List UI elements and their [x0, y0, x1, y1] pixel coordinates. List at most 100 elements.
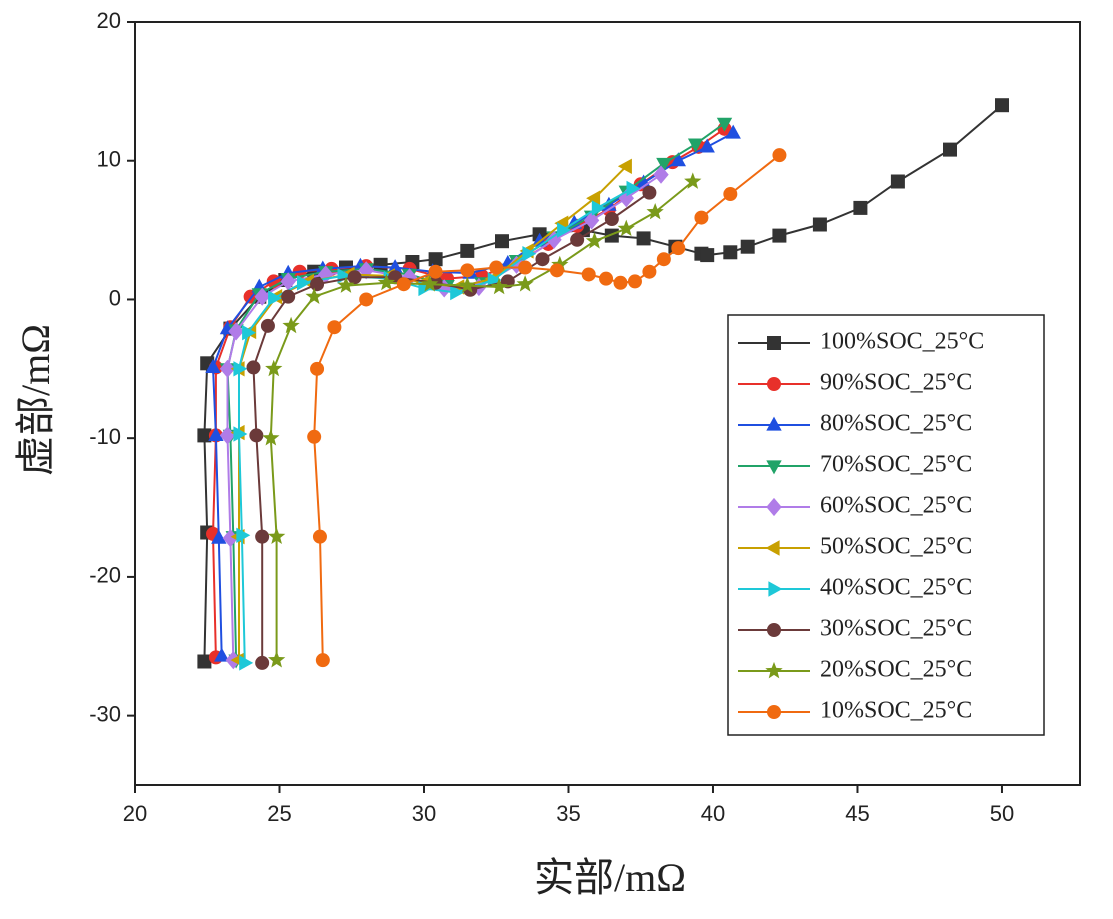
legend-marker	[766, 497, 782, 517]
plot-area	[197, 98, 1009, 671]
marker	[853, 200, 868, 215]
marker	[310, 277, 325, 292]
marker	[460, 263, 475, 278]
marker	[337, 276, 355, 293]
series-line	[269, 180, 694, 661]
marker	[228, 322, 244, 341]
marker	[219, 359, 236, 378]
legend-marker	[766, 460, 782, 475]
legend-label: 30%SOC_25°C	[820, 616, 972, 642]
marker	[489, 260, 504, 275]
marker	[583, 211, 600, 230]
marker	[214, 647, 230, 662]
marker	[585, 232, 604, 249]
marker	[327, 320, 342, 335]
marker	[626, 180, 641, 197]
series-line	[252, 191, 650, 663]
marker	[522, 246, 537, 262]
marker	[436, 279, 452, 298]
marker	[428, 252, 443, 267]
x-axis-label: 实部/mΩ	[534, 855, 686, 900]
marker	[549, 263, 564, 278]
marker	[618, 189, 634, 208]
marker	[772, 228, 787, 243]
marker	[591, 200, 606, 216]
marker	[943, 142, 957, 157]
legend-marker	[767, 377, 781, 391]
marker	[282, 316, 300, 334]
x-tick-label: 45	[845, 801, 869, 826]
marker	[310, 361, 325, 376]
legend-marker	[767, 705, 781, 719]
marker	[458, 276, 476, 293]
marker	[246, 360, 261, 375]
legend-label: 10%SOC_25°C	[820, 698, 972, 724]
marker	[495, 234, 509, 249]
legend-label: 80%SOC_25°C	[820, 411, 972, 437]
marker	[599, 271, 614, 286]
marker	[197, 654, 212, 669]
marker	[535, 252, 550, 267]
marker	[268, 651, 286, 668]
marker	[233, 426, 248, 442]
marker	[315, 653, 330, 668]
marker	[627, 274, 642, 289]
marker	[671, 241, 686, 256]
marker	[725, 124, 741, 139]
marker	[254, 287, 270, 306]
y-tick-label: -20	[89, 563, 121, 588]
marker	[219, 426, 236, 445]
x-tick-label: 25	[267, 801, 291, 826]
y-axis-label: 虚部/mΩ	[13, 324, 58, 476]
marker	[772, 148, 787, 163]
marker	[700, 248, 715, 263]
marker	[586, 190, 601, 206]
marker	[656, 252, 671, 267]
legend-marker	[767, 623, 781, 637]
marker	[518, 260, 533, 275]
legend-label: 100%SOC_25°C	[820, 329, 984, 355]
marker	[211, 529, 227, 544]
legend: 100%SOC_25°C 90%SOC_25°C 80%SOC_25°C 70%SOC…	[727, 314, 1045, 736]
marker	[890, 174, 905, 189]
marker	[490, 277, 508, 295]
marker	[347, 270, 362, 285]
marker	[653, 165, 669, 184]
marker	[305, 287, 323, 304]
marker	[551, 255, 569, 273]
y-tick-label: 10	[97, 147, 121, 172]
marker	[377, 273, 396, 291]
legend-marker	[766, 416, 782, 431]
legend-label: 60%SOC_25°C	[820, 493, 972, 519]
marker	[670, 152, 686, 167]
x-tick-label: 40	[701, 801, 725, 826]
marker	[460, 243, 475, 258]
marker	[260, 318, 275, 333]
series-line	[211, 127, 726, 658]
marker	[233, 361, 248, 377]
marker	[516, 275, 534, 292]
marker	[265, 359, 283, 377]
marker	[699, 138, 715, 153]
legend-label: 70%SOC_25°C	[820, 452, 972, 478]
y-tick-label: 20	[97, 8, 121, 33]
y-tick-label: 0	[109, 285, 121, 310]
legend-label: 40%SOC_25°C	[820, 575, 972, 601]
marker	[487, 272, 502, 288]
y-tick-label: -30	[89, 701, 121, 726]
marker	[197, 428, 212, 443]
marker	[255, 529, 270, 544]
legend-label: 20%SOC_25°C	[820, 657, 972, 683]
series-line	[238, 165, 628, 661]
marker	[281, 289, 296, 304]
marker	[716, 117, 733, 132]
legend-label: 90%SOC_25°C	[820, 370, 972, 396]
series-line	[313, 154, 781, 661]
marker	[387, 259, 403, 274]
marker	[617, 158, 632, 174]
plot-frame	[134, 21, 1081, 786]
marker	[687, 138, 704, 153]
marker	[239, 655, 254, 671]
marker	[396, 277, 411, 292]
